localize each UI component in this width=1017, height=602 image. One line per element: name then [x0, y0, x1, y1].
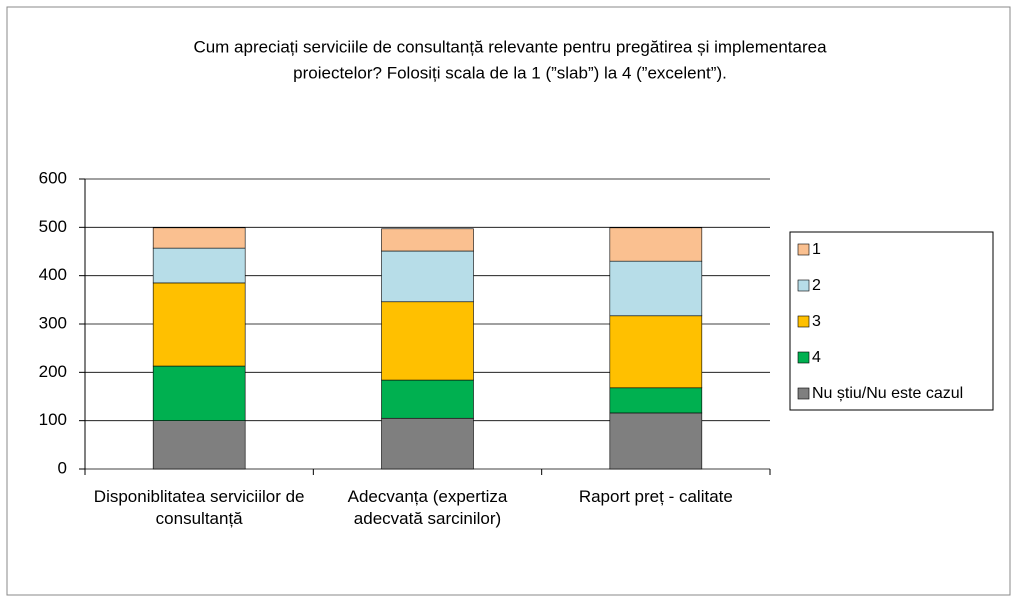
x-tick-label: Raport preț - calitate	[578, 487, 733, 506]
bar-segment	[152, 227, 246, 249]
chart-title: Cum apreciați serviciile de consultanță …	[193, 37, 827, 56]
bar-segment	[381, 250, 474, 303]
bar-segment	[381, 417, 474, 470]
y-tick-label: 300	[39, 313, 67, 332]
legend-swatch	[797, 315, 810, 328]
bar-segment	[609, 387, 703, 414]
y-tick-label: 0	[58, 458, 67, 477]
chart-title: proiectelor? Folosiți scala de la 1 (”sl…	[293, 63, 727, 82]
legend-label: Nu știu/Nu este cazul	[812, 385, 963, 402]
y-tick-label: 200	[39, 362, 67, 381]
y-tick-label: 400	[39, 265, 67, 284]
bar-segment	[152, 247, 246, 284]
bar-segment	[609, 412, 703, 470]
legend-box	[789, 231, 994, 411]
legend-label: 1	[812, 241, 821, 258]
bar-segment	[381, 379, 474, 419]
bar-segment	[152, 420, 246, 470]
bar-segment	[152, 282, 246, 367]
bar-segment	[381, 228, 474, 252]
bar-segment	[609, 227, 703, 262]
bar-segment	[609, 315, 703, 389]
x-tick-label: Adecvanța (expertiza adecvată sarcinilor…	[347, 487, 508, 528]
y-tick-label: 600	[39, 168, 67, 187]
y-tick-label: 500	[39, 217, 67, 236]
bar-segment	[609, 260, 703, 317]
bar-segment	[381, 301, 474, 381]
x-tick-label: Disponiblitatea serviciilor de consultan…	[93, 487, 305, 528]
legend-label: 2	[812, 277, 821, 294]
legend-swatch	[797, 243, 810, 256]
legend-label: 4	[812, 349, 821, 366]
legend-swatch	[797, 387, 810, 400]
legend-swatch	[797, 279, 810, 292]
bar-segment	[152, 365, 246, 421]
y-tick-label: 100	[39, 410, 67, 429]
legend-swatch	[797, 351, 810, 364]
legend-label: 3	[812, 313, 821, 330]
